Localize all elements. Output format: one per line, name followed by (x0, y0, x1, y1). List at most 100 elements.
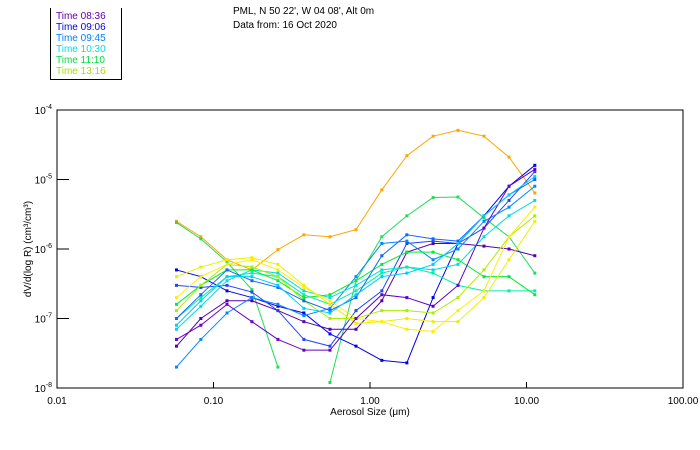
data-point (225, 262, 229, 266)
series-6 (174, 184, 537, 369)
data-point (276, 283, 280, 287)
data-point (302, 296, 306, 300)
data-point (507, 258, 511, 262)
data-point (199, 304, 203, 308)
data-point (405, 233, 409, 237)
data-point (533, 271, 537, 275)
data-point (354, 317, 358, 320)
data-point (405, 327, 409, 331)
data-point (174, 344, 178, 348)
data-point (380, 254, 384, 258)
data-point (431, 271, 435, 275)
data-point (456, 296, 460, 300)
data-point (533, 198, 537, 202)
series-5 (174, 170, 537, 348)
data-point (431, 320, 435, 324)
legend-entry: Time 08:36 (56, 11, 106, 22)
series-line (176, 215, 536, 319)
series-line (176, 206, 536, 333)
data-point (225, 299, 229, 303)
data-point (431, 134, 435, 138)
data-point (225, 258, 229, 262)
data-point (380, 271, 384, 275)
data-point (302, 337, 306, 341)
x-tick-label: 0.10 (204, 396, 224, 407)
data-point (174, 283, 178, 287)
data-point (302, 314, 306, 318)
data-point (354, 296, 358, 300)
data-point (405, 317, 409, 320)
data-point (380, 358, 384, 362)
data-point (250, 256, 254, 260)
data-point (380, 241, 384, 245)
data-point (456, 128, 460, 132)
data-point (328, 311, 332, 315)
data-point (199, 317, 203, 320)
data-point (276, 309, 280, 313)
data-point (174, 221, 178, 225)
x-tick-label: 1.00 (360, 396, 380, 407)
data-point (250, 258, 254, 262)
legend-entry: Time 13:16 (56, 66, 106, 77)
legend-entry: Time 09:06 (56, 22, 106, 33)
data-point (507, 193, 511, 197)
data-point (174, 309, 178, 313)
data-point (328, 317, 332, 320)
data-point (533, 254, 537, 258)
data-point (302, 283, 306, 287)
plot-frame (56, 109, 684, 389)
data-point (431, 262, 435, 266)
data-point (276, 337, 280, 341)
title-line-date: Data from: 16 Oct 2020 (233, 20, 337, 31)
data-point (328, 344, 332, 348)
data-point (431, 304, 435, 308)
data-point (456, 247, 460, 251)
data-point (533, 163, 537, 167)
data-point (354, 279, 358, 283)
data-point (405, 239, 409, 243)
data-point (328, 380, 332, 384)
data-point (174, 365, 178, 369)
data-point (174, 323, 178, 327)
data-point (199, 293, 203, 297)
data-point (380, 293, 384, 297)
data-point (380, 299, 384, 303)
data-point (354, 228, 358, 232)
series-1 (174, 221, 280, 369)
data-point (507, 155, 511, 159)
title-line-location: PML, N 50 22', W 04 08', Alt 0m (233, 6, 375, 17)
data-point (199, 299, 203, 303)
data-point (405, 154, 409, 158)
data-point (276, 279, 280, 283)
data-point (482, 289, 486, 293)
data-point (302, 289, 306, 293)
data-point (250, 268, 254, 272)
data-point (276, 365, 280, 369)
data-point (456, 262, 460, 266)
y-axis-label: dV/d(log R) (cm³/cm³) (23, 201, 34, 297)
data-point (507, 198, 511, 202)
y-tick-label: 10-8 (35, 382, 52, 395)
data-point (482, 134, 486, 138)
data-point (431, 237, 435, 241)
legend-entry: Time 09:45 (56, 33, 106, 44)
data-point (431, 258, 435, 262)
series-15 (174, 175, 537, 327)
data-point (302, 233, 306, 237)
data-point (354, 321, 358, 325)
data-point (250, 320, 254, 324)
data-point (328, 332, 332, 336)
data-point (533, 170, 537, 174)
series-line (176, 176, 536, 326)
data-point (482, 219, 486, 223)
data-point (456, 241, 460, 245)
data-point (225, 311, 229, 315)
data-point (354, 293, 358, 297)
data-point (456, 258, 460, 262)
data-point (482, 275, 486, 279)
data-point (533, 184, 537, 188)
data-point (507, 289, 511, 293)
data-point (380, 268, 384, 272)
data-point (302, 306, 306, 310)
data-point (302, 299, 306, 303)
